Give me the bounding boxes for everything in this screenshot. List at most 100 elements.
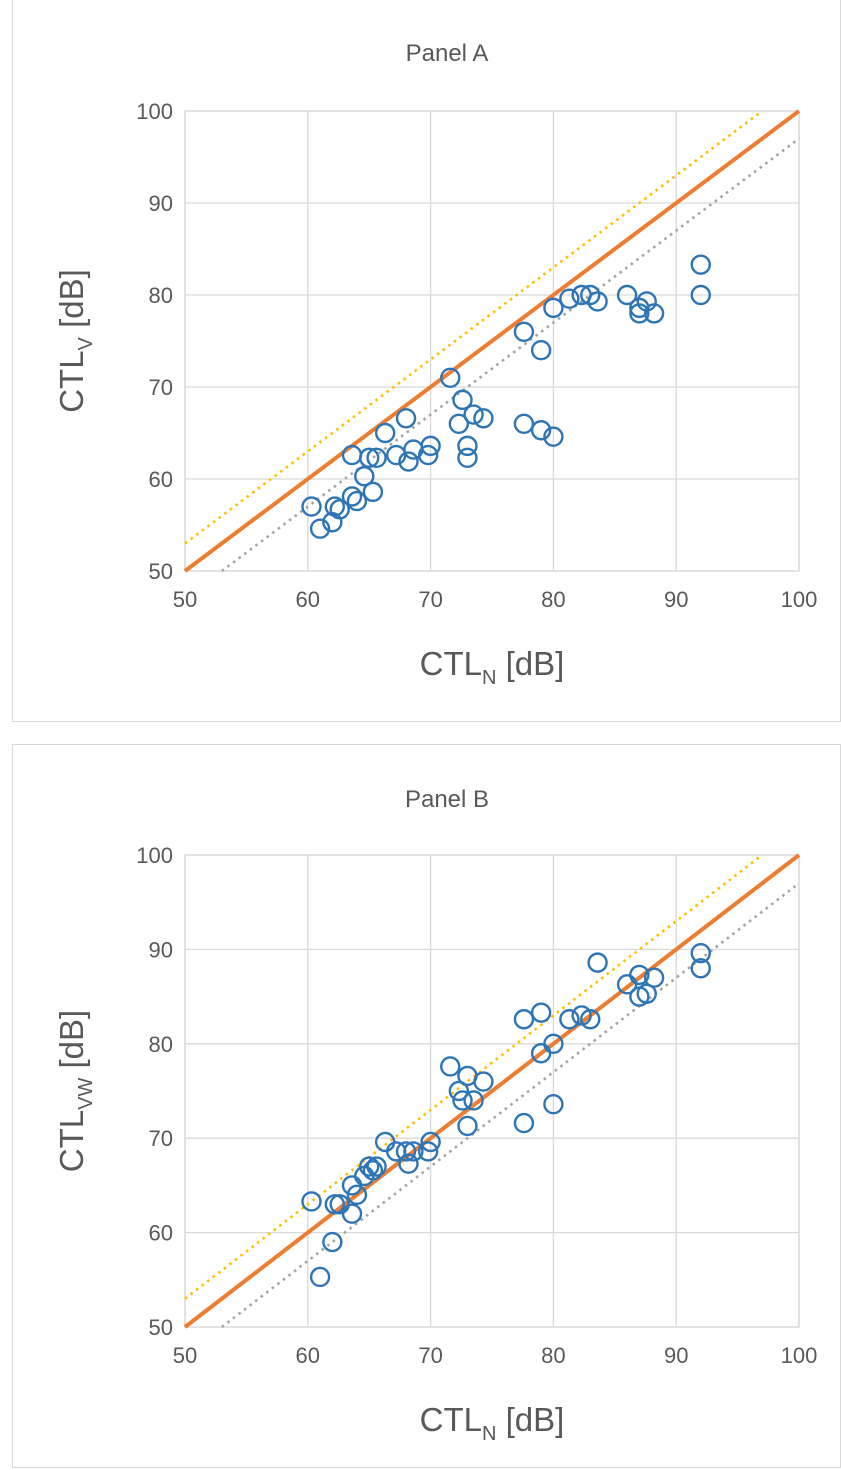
chart-a-title: Panel A [406, 40, 489, 67]
chart-a-y-tick-label: 90 [149, 191, 173, 216]
chart-b-data-point [543, 1094, 564, 1115]
chart-a-y-tick-label: 60 [149, 467, 173, 492]
chart-b-x-axis-label: CTLN [dB] [420, 1401, 565, 1445]
chart-a-x-axis-label: CTLN [dB] [420, 645, 565, 689]
chart-a-y-tick-label: 80 [149, 283, 173, 308]
chart-b-y-tick-label: 80 [149, 1032, 173, 1057]
chart-b-y-tick-label: 70 [149, 1126, 173, 1151]
chart-a-data-point [329, 499, 350, 520]
chart-a-x-tick-label: 80 [541, 587, 565, 612]
chart-b-data-point [403, 1141, 424, 1162]
chart-a-data-point [690, 284, 711, 306]
chart-a-data-point [457, 435, 478, 457]
chart-b-y-ticks: 50 60 70 80 90 100 [136, 843, 173, 1340]
chart-a-data-point [643, 303, 665, 324]
chart-a-data-point [530, 420, 552, 441]
chart-b-data-point [366, 1156, 387, 1177]
chart-b-data-point [341, 1203, 363, 1224]
chart-b-x-tick-label: 100 [781, 1343, 818, 1368]
chart-a-data-point [354, 466, 375, 487]
chart-a-x-ticks: 50 60 70 80 90 100 [173, 587, 818, 612]
chart-b-x-tick-label: 80 [541, 1343, 565, 1368]
chart-a-data-point [616, 284, 638, 306]
chart-a-data-point [473, 408, 494, 429]
chart-a-plot-frame [184, 110, 800, 572]
chart-b-data-point [457, 1115, 478, 1137]
chart-a-data-point [580, 284, 601, 306]
chart-a-data-point [301, 496, 322, 517]
chart-b-data-point [587, 952, 608, 973]
chart-a-data-point [309, 518, 331, 539]
chart-b-data-point [543, 1033, 564, 1054]
chart-b-data-point [452, 1090, 473, 1111]
chart-a-data-point [341, 486, 363, 507]
chart-b-y-tick-label: 90 [149, 937, 173, 962]
chart-b-data-point [346, 1184, 368, 1206]
chart-b-data-point [374, 1131, 396, 1153]
chart-a-data-point [543, 426, 564, 447]
chart-b-equality-line [183, 853, 801, 1329]
chart-a-equality-line [183, 109, 801, 573]
chart-a-y-ticks: 50 60 70 80 90 100 [136, 99, 173, 584]
chart-a-data-point [366, 447, 387, 469]
chart-b-data-point [690, 958, 711, 979]
chart-b-data-point [643, 967, 665, 988]
chart-a-svg: 50 60 70 80 90 100 50 60 70 80 90 100 Panel A CTLN… [53, 40, 818, 689]
chart-a-markers [301, 254, 711, 539]
chart-b-data-point [580, 1009, 601, 1030]
chart-a-x-tick-label: 100 [781, 587, 818, 612]
chart-a-data-point [341, 444, 363, 466]
chart-panel-b: 50 60 70 80 90 100 50 60 70 80 90 100 Panel B CTLN… [12, 744, 841, 1468]
chart-a-data-point [513, 321, 535, 342]
chart-a-y-axis-label: CTLV [dB] [53, 269, 97, 413]
chart-b-y-tick-label: 100 [136, 843, 173, 868]
chart-a-data-point [374, 422, 396, 444]
chart-b-y-axis-label: CTLVW [dB] [53, 1010, 97, 1172]
chart-b-x-tick-label: 60 [296, 1343, 320, 1368]
chart-a-data-point [359, 447, 380, 469]
chart-a-y-tick-label: 70 [149, 375, 173, 400]
chart-b-data-point [440, 1056, 461, 1077]
chart-a-data-point [362, 481, 384, 503]
chart-a-data-point [395, 408, 417, 429]
chart-b-y-tick-label: 60 [149, 1221, 173, 1246]
chart-a-data-point [452, 389, 473, 411]
chart-a-data-point [543, 297, 564, 319]
chart-b-data-point [448, 1080, 470, 1102]
chart-b-data-point [398, 1153, 419, 1174]
chart-a-data-point [463, 404, 484, 425]
chart-b-plot-frame [184, 854, 800, 1328]
chart-b-title: Panel B [405, 786, 489, 813]
chart-b-reference-lines [183, 853, 801, 1329]
chart-panel-a: 50 60 70 80 90 100 50 60 70 80 90 100 Panel A CTLN… [12, 0, 841, 722]
chart-a-data-point [559, 288, 580, 309]
chart-b-data-point [690, 942, 711, 964]
chart-b-x-tick-label: 90 [664, 1343, 688, 1368]
chart-b-markers [301, 942, 711, 1288]
chart-b-data-point [513, 1009, 535, 1030]
chart-a-data-point [420, 435, 441, 457]
chart-b-data-point [309, 1266, 331, 1288]
chart-a-data-point [440, 367, 461, 388]
chart-b-y-tick-label: 50 [149, 1315, 173, 1340]
chart-b-data-point [417, 1141, 439, 1162]
chart-b-data-point [395, 1141, 417, 1162]
chart-b-data-point [362, 1160, 384, 1181]
chart-b-data-point [359, 1156, 380, 1177]
chart-a-data-point [398, 451, 419, 472]
chart-a-upper-offset-line [184, 109, 763, 545]
chart-a-x-tick-label: 50 [173, 587, 197, 612]
chart-a-data-point [448, 413, 470, 434]
chart-a-x-tick-label: 90 [664, 587, 688, 612]
chart-b-x-ticks: 50 60 70 80 90 100 [173, 1343, 818, 1368]
chart-a-reference-lines [183, 109, 801, 573]
chart-b-data-point [530, 1002, 552, 1023]
chart-a-x-tick-label: 60 [296, 587, 320, 612]
chart-a-y-tick-label: 100 [136, 99, 173, 124]
chart-b-lower-offset-line [221, 882, 800, 1329]
chart-a-data-point [417, 444, 439, 466]
chart-b-x-tick-label: 50 [173, 1343, 197, 1368]
chart-a-data-point [690, 254, 711, 275]
chart-b-data-point [301, 1191, 322, 1212]
chart-b-x-tick-label: 70 [418, 1343, 442, 1368]
